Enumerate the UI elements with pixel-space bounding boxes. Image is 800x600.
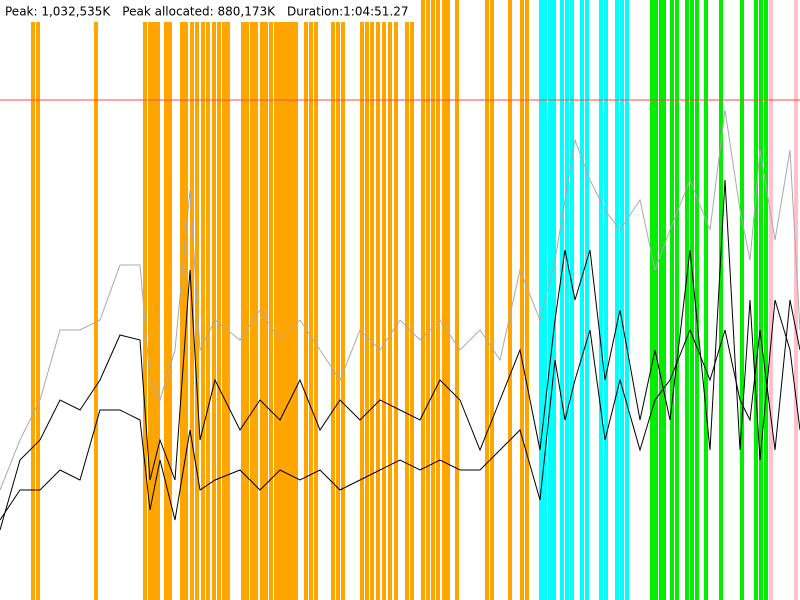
event-bar (690, 0, 694, 600)
event-bar (759, 0, 763, 600)
event-bar (341, 0, 345, 600)
event-bar (180, 0, 184, 600)
event-bar (490, 0, 494, 600)
event-bar (675, 0, 679, 600)
event-bar (599, 0, 603, 600)
event-bar (685, 0, 689, 600)
event-bar (565, 0, 569, 600)
event-bar (148, 0, 152, 600)
event-bar (485, 0, 489, 600)
event-bar (226, 0, 230, 600)
event-bar (168, 0, 172, 600)
event-bar (548, 0, 552, 600)
event-bar (525, 0, 529, 600)
event-bar (421, 0, 425, 600)
event-bar (278, 0, 282, 600)
event-bar (241, 0, 245, 600)
event-bar (360, 0, 364, 600)
event-bar (704, 0, 708, 600)
marker-layer (31, 0, 798, 600)
event-bar (164, 0, 168, 600)
event-bar (376, 0, 380, 600)
event-bar (754, 0, 758, 600)
event-bar (250, 0, 254, 600)
event-bar (455, 0, 459, 600)
event-bar (286, 0, 290, 600)
event-bar (201, 0, 205, 600)
event-bar (539, 0, 543, 600)
event-bar (764, 0, 768, 600)
header-background (0, 0, 421, 22)
event-bar (405, 0, 409, 600)
event-bar (336, 0, 340, 600)
event-bar (442, 0, 446, 600)
event-bar (769, 0, 773, 600)
event-bar (695, 0, 699, 600)
event-bar (254, 0, 258, 600)
event-bar (282, 0, 286, 600)
event-bar (290, 0, 294, 600)
event-bar (426, 0, 430, 600)
event-bar (662, 0, 666, 600)
event-bar (615, 0, 619, 600)
event-bar (580, 0, 584, 600)
event-bar (552, 0, 556, 600)
memory-line (0, 179, 800, 531)
event-bar (604, 0, 608, 600)
event-bar (274, 0, 278, 600)
event-bar (294, 0, 298, 600)
event-bar (585, 0, 589, 600)
header-label: Peak allocated: 880,173K (122, 5, 276, 19)
event-bar (625, 0, 629, 600)
event-bar (410, 0, 414, 600)
event-bar (206, 0, 210, 600)
event-bar (304, 0, 308, 600)
event-bar (36, 0, 40, 600)
event-bar (740, 0, 744, 600)
memory-line (0, 299, 800, 521)
event-bar (659, 0, 663, 600)
event-bar (719, 0, 723, 600)
event-bar (570, 0, 574, 600)
event-bar (156, 0, 160, 600)
event-bar (370, 0, 374, 600)
event-bar (431, 0, 435, 600)
event-bar (309, 0, 313, 600)
event-bar (794, 0, 798, 600)
header-label: Peak: 1,032,535K (5, 5, 111, 19)
event-bar (508, 0, 512, 600)
event-bar (520, 0, 524, 600)
header-label: Duration:1:04:51.27 (287, 5, 409, 19)
event-bar (143, 0, 147, 600)
event-bar (670, 0, 674, 600)
event-bar (269, 0, 273, 600)
event-bar (394, 0, 398, 600)
event-bar (245, 0, 249, 600)
event-bar (560, 0, 564, 600)
event-bar (650, 0, 654, 600)
line-layer (0, 99, 800, 531)
event-bar (620, 0, 624, 600)
memory-line (0, 109, 800, 491)
event-bar (436, 0, 440, 600)
event-bar (331, 0, 335, 600)
event-bar (264, 0, 268, 600)
event-bar (314, 0, 318, 600)
event-bar (222, 0, 226, 600)
event-bar (31, 0, 35, 600)
event-bar (388, 0, 392, 600)
event-bar (365, 0, 369, 600)
event-bar (217, 0, 221, 600)
event-bar (382, 0, 386, 600)
event-bar (152, 0, 156, 600)
event-bar (184, 0, 188, 600)
event-bar (212, 0, 216, 600)
event-bar (94, 0, 98, 600)
event-bar (654, 0, 658, 600)
event-bar (446, 0, 450, 600)
event-bar (260, 0, 264, 600)
header: Peak: 1,032,535K Peak allocated: 880,173K… (0, 0, 421, 22)
